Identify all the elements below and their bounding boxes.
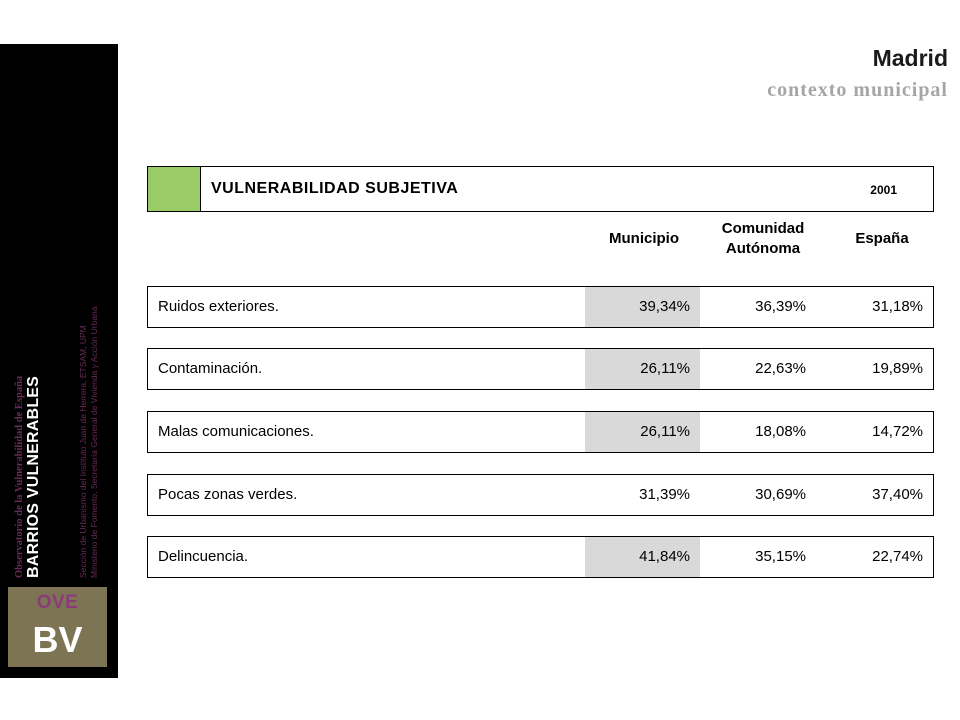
sidebar	[0, 44, 118, 678]
section-color-swatch	[148, 167, 201, 211]
table-row: Malas comunicaciones. 26,11% 18,08% 14,7…	[147, 411, 934, 453]
year-label: 2001	[870, 183, 897, 197]
table-row: Delincuencia. 41,84% 35,15% 22,74%	[147, 536, 934, 578]
cell-espana: 22,74%	[872, 548, 923, 565]
section-title: VULNERABILIDAD SUBJETIVA	[211, 180, 459, 197]
row-label: Delincuencia.	[158, 548, 249, 565]
table-row: Contaminación. 26,11% 22,63% 19,89%	[147, 348, 934, 390]
column-header-municipio: Municipio	[609, 230, 679, 247]
table-header-row: VULNERABILIDAD SUBJETIVA 2001	[147, 166, 934, 212]
observatorio-label: Observatorio de la Vulnerabilidad de Esp…	[14, 375, 25, 578]
row-label: Malas comunicaciones.	[158, 423, 314, 440]
cell-espana: 37,40%	[872, 486, 923, 503]
cell-espana: 14,72%	[872, 423, 923, 440]
page-subtitle: contexto municipal	[767, 79, 948, 101]
column-header-espana: España	[855, 230, 909, 247]
row-label: Ruidos exteriores.	[158, 298, 279, 315]
barrios-vulnerables-label: BARRIOS VULNERABLES	[25, 375, 42, 578]
logo-bv-text: BV	[32, 619, 83, 660]
ove-bv-logo: OVE BV	[8, 587, 107, 667]
table-row: Pocas zonas verdes. 31,39% 30,69% 37,40%	[147, 474, 934, 516]
row-label: Pocas zonas verdes.	[158, 486, 298, 503]
cell-comunidad: 35,15%	[755, 548, 806, 565]
table-row: Ruidos exteriores. 39,34% 36,39% 31,18%	[147, 286, 934, 328]
logo-ove-text: OVE	[36, 592, 79, 613]
cell-comunidad: 30,69%	[755, 486, 806, 503]
credits-line-1: Sección de Urbanismo del Instituto Juan …	[78, 325, 88, 578]
cell-municipio: 31,39%	[639, 486, 690, 503]
cell-comunidad: 22,63%	[755, 360, 806, 377]
cell-comunidad: 18,08%	[755, 423, 806, 440]
row-label: Contaminación.	[158, 360, 263, 377]
cell-municipio: 41,84%	[585, 537, 700, 577]
cell-municipio: 39,34%	[585, 287, 700, 327]
credits-line-2: Ministerio de Fomento, Secretaría Genera…	[89, 306, 99, 578]
cell-comunidad: 36,39%	[755, 298, 806, 315]
cell-espana: 31,18%	[872, 298, 923, 315]
cell-municipio: 26,11%	[585, 412, 700, 452]
cell-municipio: 26,11%	[585, 349, 700, 389]
column-header-comunidad: Comunidad Autónoma	[721, 220, 805, 257]
page-title: Madrid	[872, 45, 948, 71]
cell-espana: 19,89%	[872, 360, 923, 377]
